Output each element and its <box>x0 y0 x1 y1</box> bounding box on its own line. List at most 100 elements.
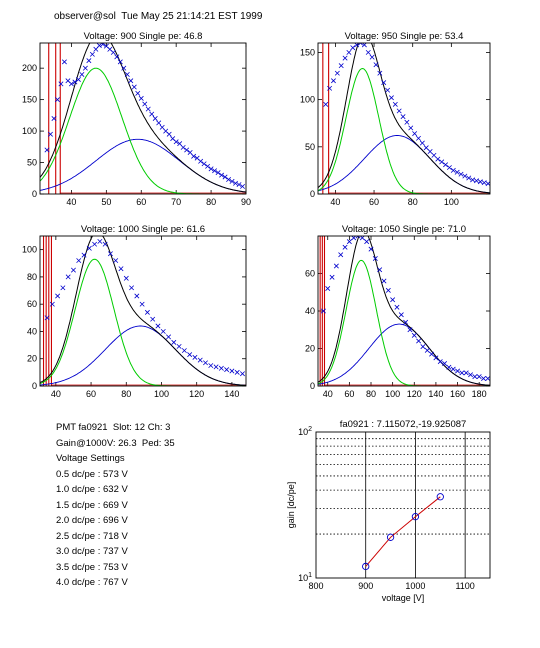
data-point <box>466 175 472 181</box>
data-point <box>100 43 106 47</box>
data-point <box>121 65 127 71</box>
data-point <box>320 308 326 314</box>
data-point <box>477 179 483 185</box>
x-tick-label: 80 <box>206 197 216 207</box>
data-point <box>458 171 464 177</box>
data-point <box>400 114 406 120</box>
data-point <box>110 49 116 55</box>
data-point <box>44 315 50 321</box>
y-tick-label: 20 <box>305 344 315 354</box>
data-point <box>429 351 435 357</box>
data-point <box>205 163 211 169</box>
axes-frame <box>317 235 491 387</box>
data-point <box>323 101 329 107</box>
data-point <box>166 334 172 340</box>
data-point <box>187 352 193 358</box>
x-tick-label: 80 <box>408 197 418 207</box>
data-point <box>229 178 235 184</box>
data-point <box>437 359 443 365</box>
gain-data-point <box>362 562 370 571</box>
data-point <box>208 166 214 172</box>
y-tick-label: 101 <box>298 572 312 583</box>
data-point <box>481 376 486 381</box>
data-point <box>75 77 81 82</box>
plot-area <box>40 236 246 386</box>
data-point <box>485 376 490 381</box>
data-point <box>470 177 476 183</box>
data-point <box>138 95 144 101</box>
data-point <box>118 266 124 272</box>
y-tick-label: 40 <box>27 326 37 336</box>
data-point <box>439 159 445 165</box>
y-tick-label: 150 <box>22 95 37 105</box>
x-tick-label: 900 <box>358 581 373 591</box>
data-point <box>381 80 387 86</box>
data-point <box>377 70 383 76</box>
x-tick-label: 60 <box>136 197 146 207</box>
data-point <box>408 125 414 131</box>
data-point <box>113 258 119 264</box>
x-tick-label: 120 <box>189 389 204 399</box>
info-line: 0.5 dc/pe : 573 V <box>56 468 128 480</box>
single-pe-fit-curve <box>318 259 490 386</box>
x-tick-label: 100 <box>444 197 459 207</box>
plot-area <box>40 43 246 194</box>
data-point <box>404 119 410 125</box>
info-line: PMT fa0921 Slot: 12 Ch: 3 <box>56 422 171 433</box>
data-point <box>47 131 53 137</box>
y-tick-label: 60 <box>27 299 37 309</box>
x-tick-label: 800 <box>308 581 323 591</box>
data-point <box>70 267 76 273</box>
data-point <box>472 374 478 380</box>
data-point <box>233 180 239 186</box>
data-point <box>123 275 129 281</box>
data-point <box>226 177 232 183</box>
gain-data-point <box>386 533 395 541</box>
data-point <box>364 239 370 245</box>
data-point <box>450 366 456 372</box>
data-point <box>342 244 348 250</box>
x-tick-label: 80 <box>121 389 131 399</box>
data-point <box>139 301 145 307</box>
data-point <box>435 156 441 162</box>
data-point <box>65 274 71 280</box>
data-point <box>381 278 387 284</box>
data-point <box>338 252 344 258</box>
x-tick-label: 180 <box>472 389 487 399</box>
data-point <box>358 43 363 46</box>
total-fit-curve <box>318 43 490 194</box>
data-point <box>54 97 60 103</box>
data-point <box>184 147 190 153</box>
data-point <box>156 120 162 126</box>
data-point <box>442 361 448 366</box>
x-tick-label: 40 <box>330 197 340 207</box>
data-point <box>219 172 225 178</box>
info-line: Gain@1000V: 26.3 Ped: 35 <box>56 437 175 449</box>
data-point <box>416 338 422 344</box>
data-point <box>333 263 339 269</box>
pmt-info-panel: PMT fa0921 Slot: 12 Ch: 3 Gain@1000V: 26… <box>56 420 175 591</box>
info-line: 4.0 dc/pe : 767 V <box>56 577 128 588</box>
info-line: Voltage Settings <box>56 453 125 464</box>
data-point <box>236 182 242 188</box>
x-tick-label: 1000 <box>405 581 425 591</box>
data-point <box>55 293 61 299</box>
x-tick-label: 100 <box>385 389 400 399</box>
data-point <box>155 323 161 329</box>
data-point <box>377 267 383 273</box>
x-tick-label: 70 <box>171 197 181 207</box>
data-point <box>180 144 186 150</box>
data-point <box>392 101 398 107</box>
data-point <box>385 287 391 293</box>
data-point <box>342 55 348 61</box>
y-tick-label: 40 <box>305 306 315 316</box>
data-point <box>152 116 158 121</box>
data-point <box>92 241 98 247</box>
data-point <box>198 158 204 164</box>
data-point <box>81 252 87 258</box>
data-point <box>338 63 344 69</box>
data-point <box>325 286 331 291</box>
data-point <box>166 131 172 137</box>
chart-title: fa0921 : 7.115072,-19.925087 <box>340 419 467 430</box>
